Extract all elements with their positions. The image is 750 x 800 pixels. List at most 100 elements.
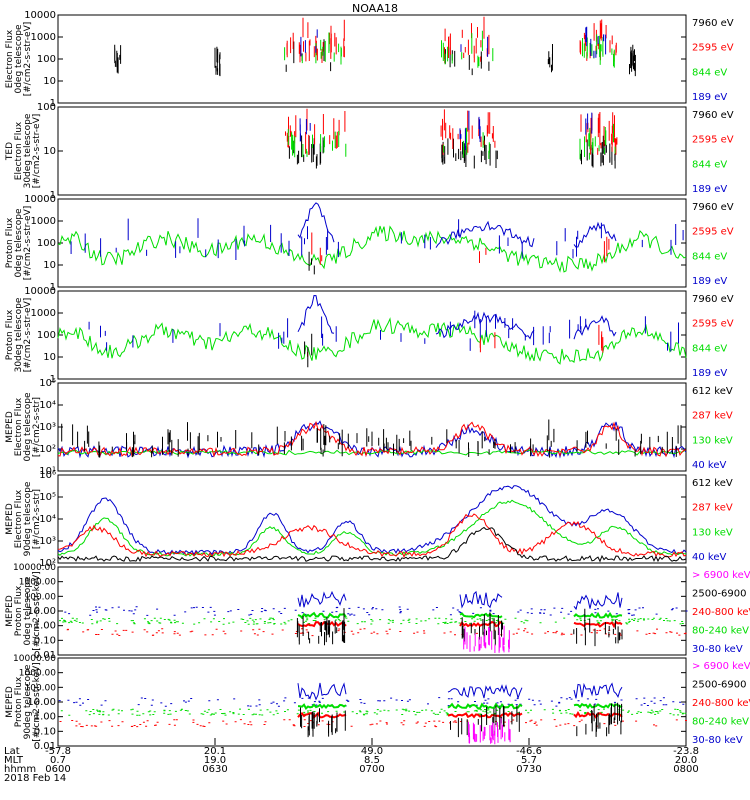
legend-item: 189 eV <box>692 276 727 287</box>
series-189ev <box>299 110 593 151</box>
y-tick-label: 0.10 <box>34 726 56 737</box>
y-axis-label: MEPED <box>5 686 15 718</box>
panel-7: 10000.00 1000.00 100.00 10.00 1.00 0.10 0.01 ME… <box>5 563 750 661</box>
x-row-label: Lat <box>4 746 20 757</box>
y-tick-label: 10000 <box>24 286 56 297</box>
x-tick-label: 0800 <box>673 764 698 775</box>
x-tick-label: 0600 <box>45 764 70 775</box>
legend-item: 40 keV <box>692 552 726 563</box>
legend-item: 2500-6900 <box>692 680 747 691</box>
plot-frame <box>57 14 687 104</box>
series-844ev <box>57 317 687 365</box>
y-tick-label: 1 <box>50 98 56 109</box>
y-tick-label: 10000 <box>24 10 56 21</box>
series-240-800kev <box>66 628 687 637</box>
plot-frame <box>57 474 687 564</box>
legend-item: 40 keV <box>692 460 726 471</box>
legend-item: 844 eV <box>692 251 727 262</box>
date-label: 2018 Feb 14 <box>4 773 66 784</box>
chart-title: NOAA18 <box>352 2 398 15</box>
series-group <box>59 590 688 653</box>
y-axis-label: 0deg telescope <box>23 392 33 462</box>
y-tick-label: 1000.00 <box>19 669 56 679</box>
y-axis-label: MEPED <box>5 503 15 535</box>
series-group <box>57 419 687 459</box>
y-tick-label: 100 <box>37 330 56 341</box>
legend-item: 844 eV <box>692 343 727 354</box>
y-tick-label: 10² <box>39 444 56 455</box>
legend-item: 287 keV <box>692 411 733 422</box>
series-80-240kev-line <box>297 702 623 711</box>
y-tick-label: 100 <box>37 238 56 249</box>
x-tick-label: 5.7 <box>521 755 537 766</box>
legend-item: 240-800 keV <box>692 607 750 618</box>
y-axis-label: Electron Flux <box>5 29 15 88</box>
y-axis-label: 90deg telescope <box>23 664 33 739</box>
legend-item: > 6900 keV <box>692 570 750 581</box>
legend-item: 189 eV <box>692 184 727 195</box>
legend-item: 189 eV <box>692 92 727 103</box>
series-80-240kev <box>60 708 687 716</box>
y-axis-label: Proton Flux <box>5 217 15 268</box>
y-axis-label: Proton Flux <box>5 309 15 360</box>
y-axis-label: [#/cm2-s-str-eV] <box>23 22 33 97</box>
series-group <box>57 202 687 275</box>
y-tick-label: 1000 <box>31 32 56 43</box>
y-tick-label: 10000.00 <box>13 563 56 573</box>
x-tick-label: 19.0 <box>204 755 226 766</box>
y-tick-label: 1 <box>50 190 56 201</box>
y-tick-label: 1000.00 <box>19 578 56 588</box>
y-tick-label: 100.00 <box>25 592 57 602</box>
y-tick-label: 1000 <box>31 216 56 227</box>
legend-item: 80-240 keV <box>692 626 749 637</box>
y-tick-label: 1.00 <box>34 712 56 723</box>
y-tick-label: 100.00 <box>25 683 57 693</box>
x-tick-label: 0700 <box>359 764 384 775</box>
legend-item: 2595 eV <box>692 43 734 54</box>
y-axis-label: [#/cm2-s-str-eV] <box>23 206 33 281</box>
series-30-80kev-line <box>297 682 623 701</box>
y-tick-label: 100 <box>37 54 56 65</box>
series-6900kev <box>463 625 510 653</box>
legend-item: 2595 eV <box>692 135 734 146</box>
legend-item: 240-800 keV <box>692 698 750 709</box>
series-7960ev <box>114 39 636 77</box>
y-tick-label: 10² <box>39 558 56 569</box>
y-tick-label: 1000 <box>31 308 56 319</box>
y-tick-label: 10000 <box>24 194 56 205</box>
y-tick-label: 10 <box>43 352 56 363</box>
panel-8: 10000.00 1000.00 100.00 10.00 1.00 0.10 0.01 ME… <box>5 654 750 752</box>
legend-item: 2595 eV <box>692 227 734 238</box>
legend-item: 189 eV <box>692 368 727 379</box>
y-axis-label: [#/cm2-s-str-eV] <box>23 298 33 373</box>
panels: 10000 1000 100 10 1 Electron Flux 0deg telesco… <box>5 10 750 752</box>
y-axis-label: MEPED <box>5 411 15 443</box>
legend-item: 80-240 keV <box>692 717 749 728</box>
x-tick-label: -23.8 <box>673 746 699 757</box>
y-axis-label: [#/cm2-s-str-keV] <box>32 662 42 741</box>
y-axis-label: Electron Flux <box>14 489 24 548</box>
series-group <box>285 108 618 169</box>
legend-item: 844 eV <box>692 67 727 78</box>
y-tick-label: 1.00 <box>34 621 56 632</box>
y-tick-label: 10000.00 <box>13 654 56 664</box>
series-2595ev <box>286 16 617 64</box>
plot-frame <box>57 566 687 656</box>
y-tick-label: 10¹ <box>39 466 56 477</box>
y-tick-label: 100 <box>37 102 56 113</box>
panel-5: 10⁵ 10⁴ 10³ 10² 10¹ MEPED Electron Flux 0deg te… <box>5 378 733 477</box>
panel-4: 10000 1000 100 10 1 Proton Flux 30deg telescop… <box>5 286 734 385</box>
x-tick-label: 20.1 <box>204 746 226 757</box>
y-tick-label: 10³ <box>39 422 56 433</box>
y-axis-label: TED <box>5 142 15 161</box>
series-30-80kev-line <box>297 590 623 611</box>
series-6900kev <box>468 718 511 745</box>
legend-item: > 6900 keV <box>692 661 750 672</box>
x-tick-label: 20.0 <box>675 755 697 766</box>
series-7960ev <box>304 333 313 368</box>
legend-item: 130 keV <box>692 527 733 538</box>
series-80-240kev-line <box>297 611 623 619</box>
x-row-label: MLT <box>4 755 24 766</box>
y-tick-label: 10³ <box>39 536 56 547</box>
